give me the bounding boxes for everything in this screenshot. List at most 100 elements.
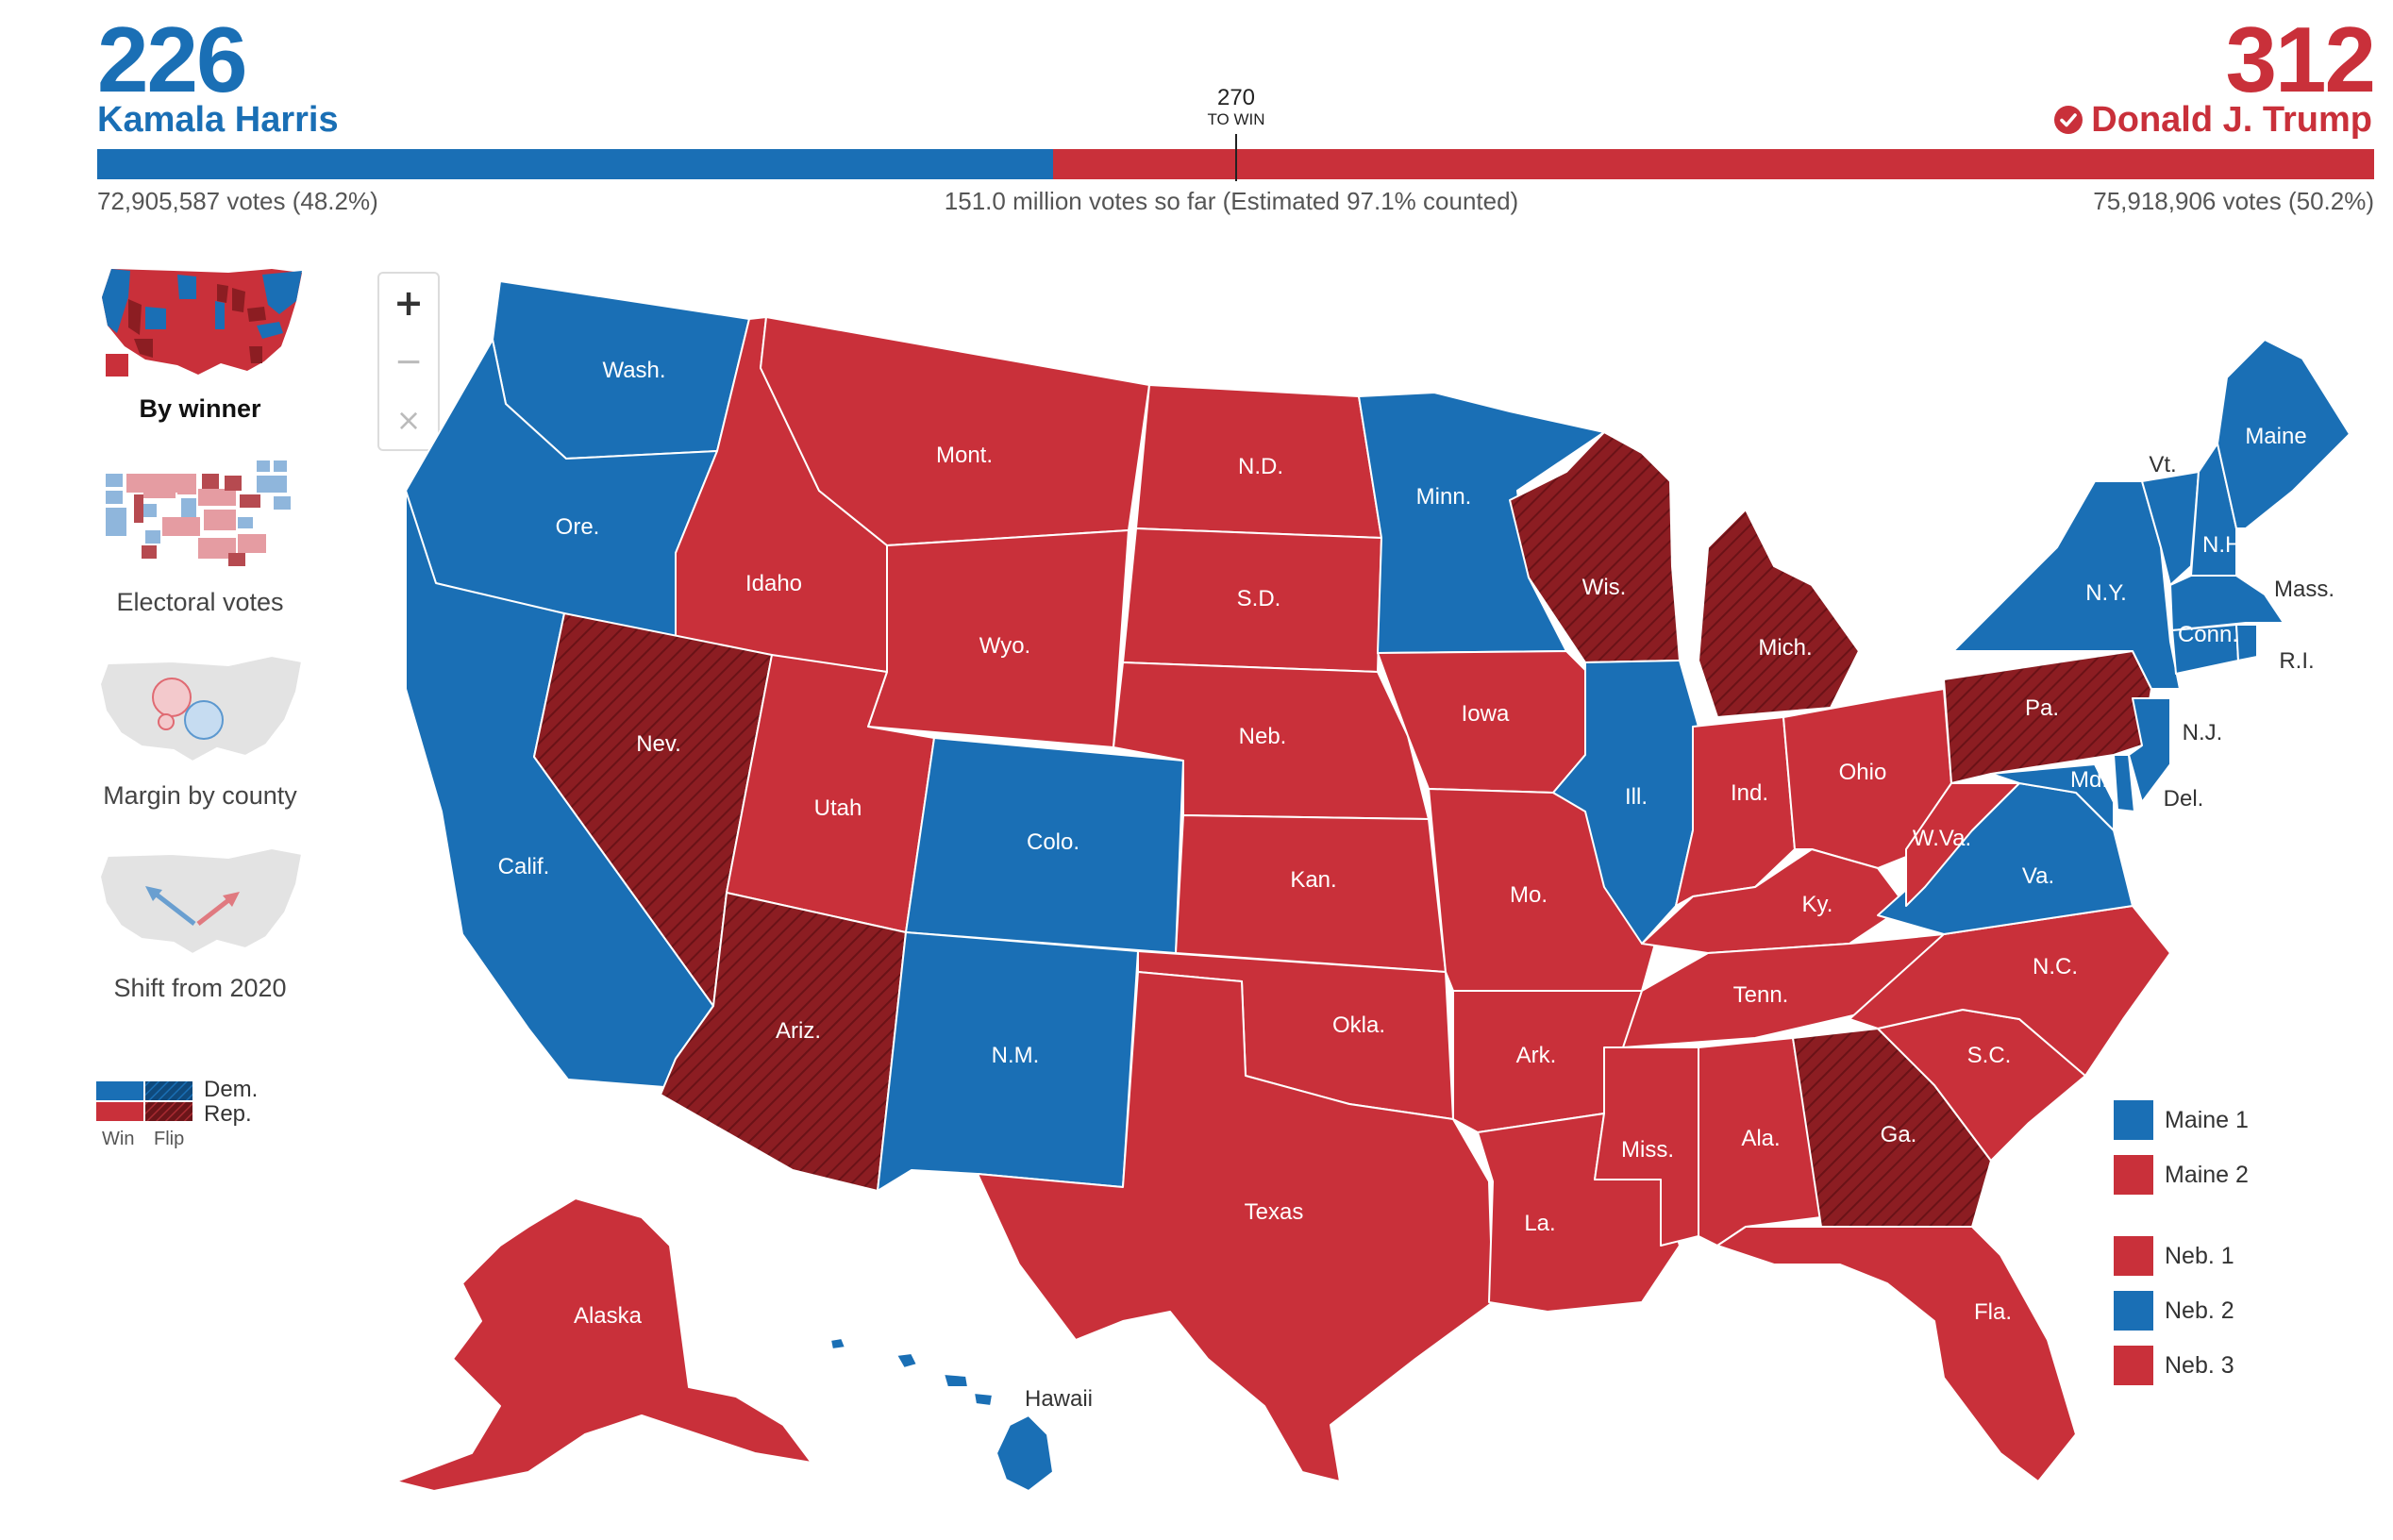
state-label: Pa. [2025,695,2059,721]
rep-electoral-votes: 312 [2225,8,2376,111]
district-item: Neb. 1 [2114,1229,2359,1283]
threshold-label: TO WIN [1207,110,1265,128]
district-spacer [2114,1202,2359,1229]
district-item: Maine 2 [2114,1147,2359,1202]
state-maine[interactable] [2217,339,2351,529]
state-label: Minn. [1416,484,1472,510]
state-label: Wyo. [979,633,1030,659]
key-rep-label: Rep. [204,1101,252,1127]
district-legend: Maine 1 Maine 2 Neb. 1 Neb. 2 Neb. 3 [2114,1093,2359,1393]
state-label: Mo. [1510,882,1548,908]
rep-vote-bar [1053,149,2374,179]
state-nj[interactable] [2128,697,2171,803]
state-label: Mass. [2274,577,2334,602]
state-label: Ill. [1625,784,1648,810]
state-label: Ore. [556,514,600,540]
state-mich[interactable] [1698,509,1860,718]
us-map-winner-thumbnail [102,269,302,377]
state-fla[interactable] [1716,1226,2077,1482]
state-label: Mich. [1758,635,1812,661]
state-label: Utah [814,795,862,821]
state-label: Fla. [1974,1299,2012,1325]
state-label: Nev. [636,731,681,757]
zoom-in-icon[interactable]: + [393,282,424,324]
state-label: W.Va. [1913,826,1971,851]
district-label: Neb. 1 [2165,1242,2234,1269]
key-rep-win-swatch [96,1102,143,1121]
view-option-label: Electoral votes [116,588,284,616]
state-label: Conn. [2178,622,2238,647]
state-texas[interactable] [977,971,1494,1482]
state-nh[interactable] [2190,443,2237,577]
state-vt[interactable] [2141,471,2200,586]
state-ny[interactable] [1952,480,2181,690]
rep-candidate: Donald J. Trump [2053,102,2372,138]
district-label: Neb. 3 [2165,1351,2234,1379]
state-hawaii-islands[interactable] [829,1337,994,1407]
state-label: Miss. [1621,1137,1674,1163]
dem-candidate-name: Kamala Harris [97,100,339,140]
zoom-out-icon[interactable]: − [393,342,424,381]
state-label: Wis. [1582,575,1627,600]
state-label: N.C. [2033,954,2078,979]
district-label: Maine 2 [2165,1161,2249,1188]
state-label: Texas [1245,1199,1304,1225]
zoom-controls: + − × [377,272,440,451]
state-label: Ark. [1516,1043,1557,1068]
state-alaska[interactable] [395,1197,812,1492]
state-label: Kan. [1290,867,1336,893]
view-option-electoral-votes[interactable]: Electoral votes [87,451,313,616]
state-label: Calif. [498,854,550,879]
state-hawaii[interactable] [996,1414,1054,1492]
state-label: Iowa [1462,701,1510,727]
state-del[interactable] [2113,754,2135,812]
state-wva[interactable] [1905,782,2020,907]
rep-candidate-name: Donald J. Trump [2091,100,2372,140]
state-wyo[interactable] [867,529,1130,748]
shift-arrows-thumbnail [98,846,304,956]
state-labels: Wash. Ore. Calif. Idaho Nev. Mont. Wyo. Utah Ari… [498,358,2334,1412]
state-label: N.J. [2183,720,2223,745]
district-item: Neb. 3 [2114,1338,2359,1393]
dem-vote-bar [97,149,1053,179]
rep-popular-votes: 75,918,906 votes (50.2%) [2093,187,2374,215]
state-label: Colo. [1027,829,1079,855]
view-option-shift-from-2020[interactable]: Shift from 2020 [87,837,313,1002]
state-md[interactable] [1990,763,2115,831]
state-label: Okla. [1332,1013,1385,1038]
key-dem-win-swatch [96,1081,143,1100]
view-option-by-winner[interactable]: By winner [87,259,313,425]
state-wis[interactable] [1509,431,1681,663]
state-label: Alaska [574,1303,643,1329]
state-label: Ky. [1802,892,1833,917]
state-label: S.D. [1237,586,1281,611]
key-dem-label: Dem. [204,1077,259,1102]
reset-icon[interactable]: × [395,402,422,438]
state-label: Va. [2022,863,2054,889]
district-label: Maine 1 [2165,1106,2249,1133]
state-label: Ariz. [776,1018,821,1044]
view-option-margin-by-county[interactable]: Margin by county [87,644,313,810]
key-rep-flip-swatch [145,1102,192,1121]
key-flip-label: Flip [154,1129,185,1149]
state-label: N.H. [2202,532,2248,558]
win-flip-key [96,1081,192,1121]
state-label: La. [1524,1211,1555,1236]
state-label: Del. [2164,786,2204,812]
state-label: Ga. [1881,1122,1917,1147]
check-circle-icon [2053,105,2083,135]
total-votes-counted: 151.0 million votes so far (Estimated 97… [944,187,1519,215]
state-label: Neb. [1239,724,1287,749]
key-win-label: Win [102,1129,135,1149]
district-label: Neb. 2 [2165,1297,2234,1324]
district-swatch [2114,1236,2153,1276]
state-label: Ala. [1741,1126,1780,1151]
state-label: Mont. [936,443,993,468]
dem-popular-votes: 72,905,587 votes (48.2%) [97,187,378,215]
view-option-label: By winner [139,394,261,423]
district-swatch [2114,1100,2153,1140]
state-label: Idaho [745,571,802,596]
state-kan[interactable] [1175,814,1447,973]
state-ri[interactable] [2235,624,2258,661]
